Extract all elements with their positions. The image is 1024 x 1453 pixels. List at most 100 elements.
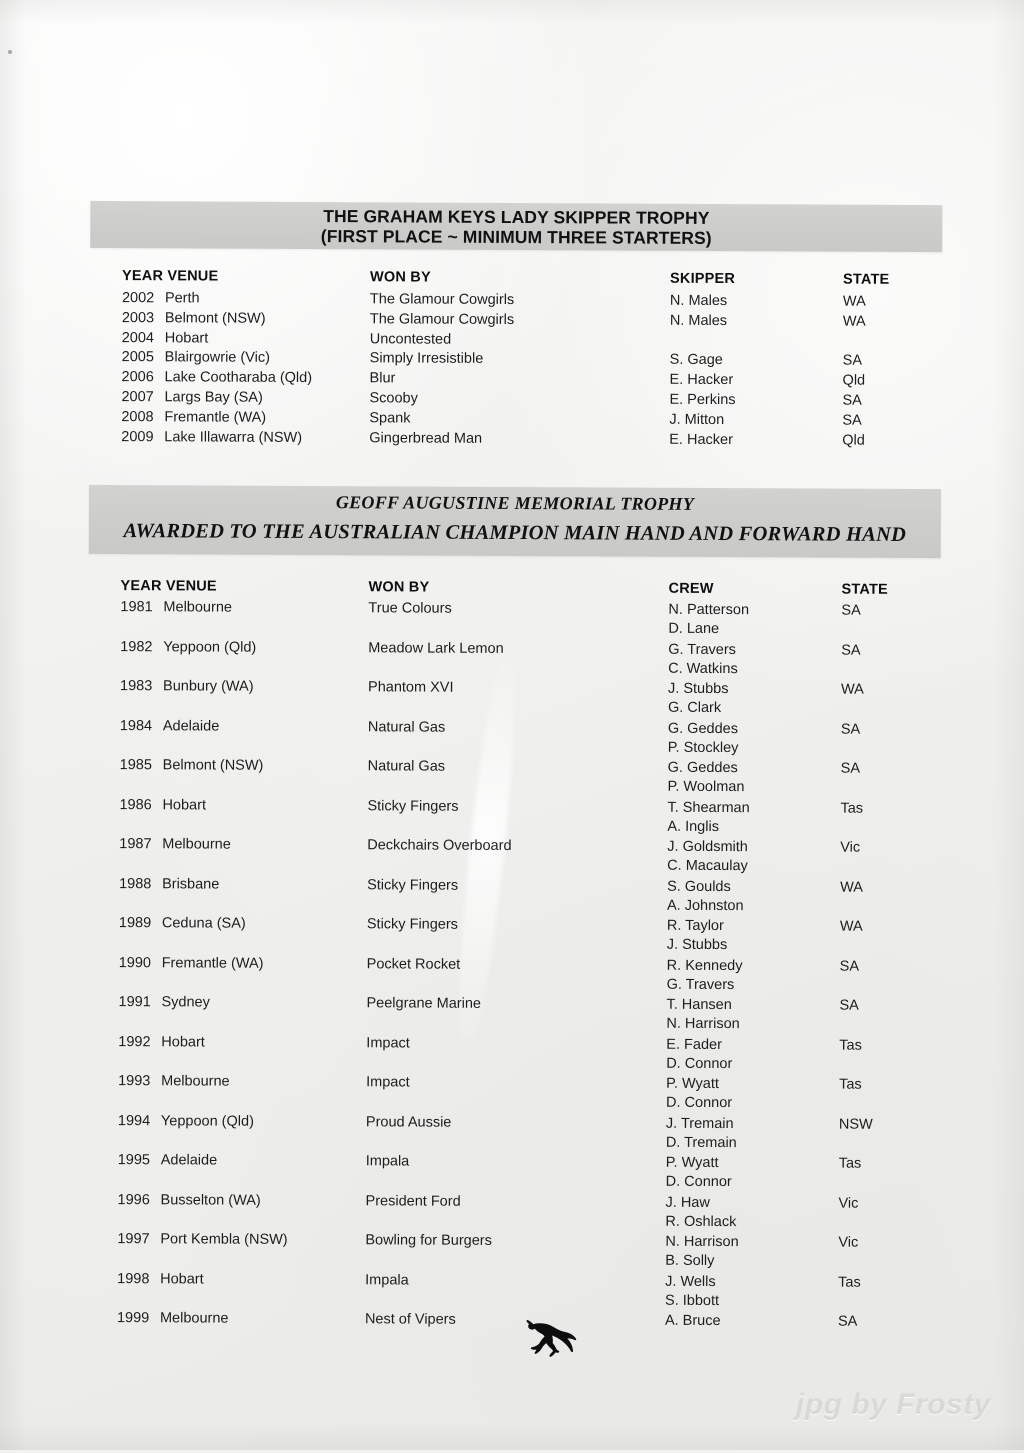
table-row: 1999 Melbourne Nest of Vipers A. Bruce SA xyxy=(0,1309,1021,1334)
cell-venue: Melbourne xyxy=(159,1310,229,1327)
cell-won-by: True Colours xyxy=(368,600,452,617)
table-row: 1995 Adelaide Impala P. Wyatt D. Connor Tas xyxy=(0,1151,1022,1190)
cell-venue: Belmont (NSW) xyxy=(164,310,266,327)
cell-year: 1995 xyxy=(117,1152,151,1169)
cell-crew-primary: J. Stubbs xyxy=(668,680,729,698)
watermark-label: jpg by Frosty xyxy=(796,1388,991,1421)
cell-state: Qld xyxy=(842,372,866,389)
cell-crew-secondary: R. Oshlack xyxy=(665,1213,737,1230)
cell-won-by: The Glamour Cowgirls xyxy=(369,291,515,309)
cell-won-by: Scooby xyxy=(369,390,418,407)
cell-crew-secondary: G. Clark xyxy=(667,699,722,717)
cell-crew-secondary: D. Connor xyxy=(666,1055,733,1072)
cell-crew-primary: G. Geddes xyxy=(667,720,739,737)
cell-crew-primary: G. Travers xyxy=(668,641,736,658)
cell-crew-secondary: D. Lane xyxy=(668,620,720,638)
cell-year: 1985 xyxy=(119,757,152,774)
cell-state: SA xyxy=(840,760,861,777)
cell-venue: Melbourne xyxy=(163,599,233,616)
cell-won-by: Impala xyxy=(365,1153,410,1170)
cell-venue: Belmont (NSW) xyxy=(162,757,264,774)
cell-skipper: E. Perkins xyxy=(669,391,736,409)
dust-speck xyxy=(8,50,12,54)
cell-state: WA xyxy=(841,681,864,698)
cell-crew-primary: R. Taylor xyxy=(666,917,724,935)
kangaroo-icon xyxy=(526,1319,577,1357)
cell-skipper: N. Males xyxy=(669,312,728,329)
cell-crew-primary: A. Bruce xyxy=(664,1312,721,1330)
cell-venue: Blairgowrie (Vic) xyxy=(164,349,271,367)
section-one-col-state: STATE xyxy=(843,271,890,288)
cell-state: WA xyxy=(840,879,863,896)
cell-won-by: Sticky Fingers xyxy=(367,797,459,815)
cell-venue: Hobart xyxy=(161,1033,205,1051)
cell-year: 1982 xyxy=(120,638,153,655)
cell-year: 1983 xyxy=(120,678,153,695)
cell-skipper: S. Gage xyxy=(669,352,723,369)
section-two-title-line-2: AWARDED TO THE AUSTRALIAN CHAMPION MAIN … xyxy=(123,520,907,546)
cell-crew-primary: J. Goldsmith xyxy=(667,838,748,856)
section-two-title-line-1: GEOFF AUGUSTINE MEMORIAL TROPHY xyxy=(335,492,695,514)
section-one-banner: THE GRAHAM KEYS LADY SKIPPER TROPHY (FIR… xyxy=(90,200,943,253)
table-row: 1988 Brisbane Sticky Fingers S. Goulds A. Jo… xyxy=(0,875,1023,914)
cell-year: 1992 xyxy=(118,1033,151,1050)
cell-venue: Lake Illawarra (NSW) xyxy=(164,428,303,446)
cell-state: SA xyxy=(842,353,863,370)
cell-won-by: Pocket Rocket xyxy=(366,955,461,973)
cell-state: SA xyxy=(842,412,862,429)
cell-won-by: Blur xyxy=(369,370,396,387)
cell-crew-primary: T. Shearman xyxy=(667,799,750,816)
cell-venue: Hobart xyxy=(162,796,207,814)
cell-state: SA xyxy=(839,958,860,975)
cell-crew-secondary: A. Johnston xyxy=(666,897,744,914)
cell-year: 2002 xyxy=(121,290,155,307)
cell-state: Qld xyxy=(842,432,865,449)
cell-year: 1986 xyxy=(119,796,152,813)
cell-crew-primary: P. Wyatt xyxy=(666,1075,719,1093)
cell-won-by: Deckchairs Overboard xyxy=(367,837,512,854)
cell-venue: Fremantle (WA) xyxy=(164,409,267,426)
cell-year: 1996 xyxy=(117,1191,150,1208)
cell-venue: Melbourne xyxy=(162,836,231,853)
cell-venue: Port Kembla (NSW) xyxy=(160,1231,288,1248)
table-row: 1993 Melbourne Impact P. Wyatt D. Connor Tas xyxy=(0,1072,1022,1111)
cell-year: 1989 xyxy=(118,915,152,932)
cell-year: 1981 xyxy=(120,599,153,616)
section-two-col-year-venue: YEAR VENUE xyxy=(120,578,217,595)
cell-state: WA xyxy=(842,313,866,330)
cell-state: Tas xyxy=(839,1076,862,1093)
table-row: 1990 Fremantle (WA) Pocket Rocket R. Kenned… xyxy=(0,954,1023,993)
cell-venue: Ceduna (SA) xyxy=(161,915,246,932)
cell-state: WA xyxy=(839,918,863,935)
cell-venue: Yeppoon (Qld) xyxy=(160,1112,254,1130)
cell-crew-primary: N. Patterson xyxy=(668,601,750,619)
cell-year: 2003 xyxy=(121,309,155,327)
section-two-col-state: STATE xyxy=(841,581,888,598)
cell-year: 1990 xyxy=(118,954,152,971)
cell-venue: Hobart xyxy=(164,329,209,347)
cell-crew-primary: R. Kennedy xyxy=(666,957,743,974)
section-two-banner: GEOFF AUGUSTINE MEMORIAL TROPHY AWARDED … xyxy=(88,484,942,559)
cell-venue: Melbourne xyxy=(161,1073,230,1090)
cell-year: 1998 xyxy=(117,1270,150,1287)
cell-year: 2008 xyxy=(121,408,154,426)
table-row: 1992 Hobart Impact E. Fader D. Connor Tas xyxy=(0,1033,1022,1072)
cell-won-by: Bowling for Burgers xyxy=(365,1232,492,1249)
cell-venue: Bunbury (WA) xyxy=(163,678,254,695)
cell-crew-secondary: B. Solly xyxy=(665,1252,715,1269)
cell-won-by: Sticky Fingers xyxy=(366,916,459,933)
cell-year: 2007 xyxy=(121,389,154,406)
cell-year: 1988 xyxy=(119,875,152,892)
cell-won-by: Proud Aussie xyxy=(365,1113,452,1131)
cell-won-by: Uncontested xyxy=(369,330,452,348)
cell-state: Tas xyxy=(839,1037,862,1054)
cell-state: NSW xyxy=(838,1116,873,1133)
cell-crew-secondary: P. Woolman xyxy=(667,778,745,796)
section-two-col-won-by: WON BY xyxy=(368,579,430,596)
table-row: 1998 Hobart Impala J. Wells S. Ibbott Tas xyxy=(0,1270,1021,1309)
cell-crew-primary: J. Tremain xyxy=(665,1115,734,1132)
cell-won-by: Spank xyxy=(369,410,411,427)
cell-year: 1993 xyxy=(118,1073,151,1090)
cell-crew-primary: E. Fader xyxy=(666,1036,722,1053)
cell-year: 2005 xyxy=(121,349,154,366)
